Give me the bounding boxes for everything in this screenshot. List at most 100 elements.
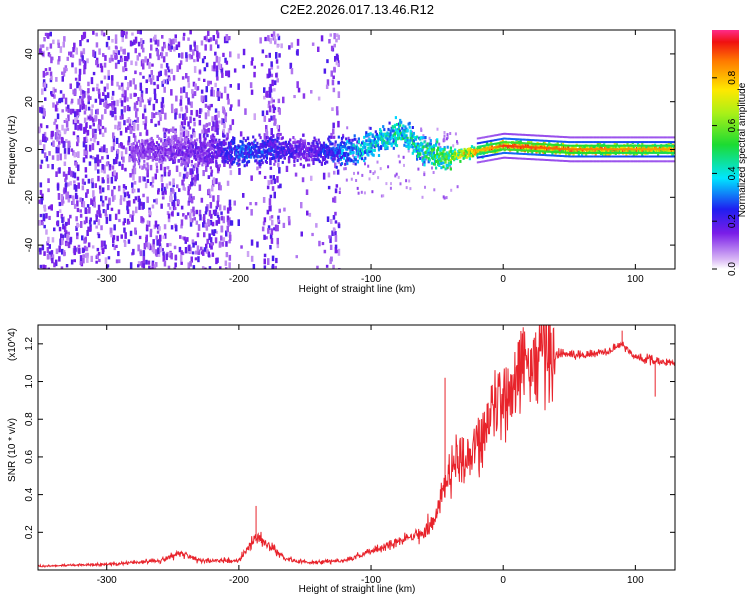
noise-cell (121, 163, 124, 170)
noise-cell (110, 233, 113, 238)
noise-cell (162, 235, 166, 239)
signal-cell (183, 158, 186, 162)
noise-cell (133, 121, 136, 129)
signal-cell (432, 146, 436, 149)
signal-cell (311, 154, 314, 157)
noise-cell (445, 196, 448, 200)
noise-cell (139, 96, 142, 101)
signal-cell (382, 143, 385, 147)
noise-cell (117, 59, 120, 65)
noise-cell (218, 183, 221, 191)
noise-cell (108, 57, 112, 63)
signal-cell (161, 146, 164, 150)
noise-cell (197, 256, 200, 263)
noise-cell (111, 165, 115, 170)
noise-cell (335, 106, 339, 112)
band-cell (499, 149, 501, 151)
noise-cell (63, 225, 67, 233)
noise-cell (268, 86, 272, 93)
noise-cell (267, 100, 271, 105)
noise-cell (75, 115, 79, 122)
signal-cell (275, 153, 278, 157)
noise-cell (268, 198, 272, 206)
signal-cell (233, 160, 236, 164)
noise-cell (51, 164, 54, 170)
signal-cell (297, 140, 300, 144)
signal-cell (254, 159, 257, 163)
noise-cell (43, 37, 46, 42)
noise-cell (137, 244, 140, 252)
noise-cell (146, 164, 150, 169)
noise-cell (45, 156, 49, 162)
noise-cell (191, 91, 195, 99)
noise-cell (55, 132, 58, 139)
band-cell (492, 146, 495, 149)
signal-cell (145, 141, 148, 145)
signal-cell (314, 147, 317, 151)
noise-cell (212, 231, 216, 236)
signal-cell (468, 157, 471, 161)
noise-cell (56, 154, 59, 161)
noise-cell (211, 65, 214, 72)
noise-cell (116, 99, 119, 107)
band-cell (490, 159, 492, 162)
noise-cell (139, 100, 142, 107)
noise-cell (140, 90, 144, 94)
noise-cell (66, 127, 70, 131)
signal-cell (178, 151, 181, 155)
noise-cell (184, 164, 188, 168)
noise-cell (104, 244, 107, 250)
signal-cell (152, 145, 155, 149)
band-cell (509, 145, 512, 148)
noise-cell (443, 196, 446, 200)
signal-cell (364, 142, 367, 146)
noise-cell (60, 266, 64, 269)
signal-cell (403, 143, 406, 147)
noise-cell (44, 68, 48, 72)
signal-cell (463, 147, 466, 151)
signal-cell (164, 151, 167, 155)
signal-cell (369, 139, 372, 143)
noise-cell (74, 77, 78, 81)
signal-cell (417, 142, 420, 146)
noise-cell (108, 214, 112, 222)
signal-cell (374, 130, 377, 134)
signal-cell (364, 156, 367, 160)
noise-cell (73, 259, 76, 263)
noise-cell (207, 251, 210, 257)
noise-cell (55, 259, 58, 265)
noise-cell (192, 128, 195, 134)
signal-cell (430, 161, 433, 165)
noise-cell (209, 80, 212, 85)
noise-cell (405, 186, 408, 190)
signal-cell (141, 148, 144, 152)
noise-cell (44, 32, 48, 36)
noise-cell (93, 220, 96, 225)
signal-cell (298, 143, 301, 147)
noise-cell (144, 56, 147, 63)
noise-cell (161, 97, 165, 104)
noise-cell (90, 199, 93, 205)
noise-cell (190, 110, 193, 116)
signal-cell (667, 145, 670, 149)
noise-cell (103, 169, 106, 174)
noise-cell (151, 112, 154, 119)
signal-cell (308, 142, 311, 146)
noise-cell (38, 126, 41, 132)
signal-cell (292, 136, 295, 139)
band-cell (505, 144, 508, 147)
noise-cell (180, 121, 184, 128)
noise-cell (198, 114, 201, 119)
noise-cell (151, 266, 154, 269)
noise-cell (167, 69, 171, 73)
signal-cell (326, 160, 329, 164)
noise-cell (296, 81, 299, 89)
noise-cell (185, 116, 188, 120)
noise-cell (177, 200, 180, 205)
noise-cell (115, 157, 118, 164)
noise-cell (117, 209, 121, 215)
signal-cell (386, 147, 389, 150)
noise-cell (46, 164, 50, 169)
noise-cell (62, 41, 65, 48)
signal-cell (279, 142, 282, 146)
